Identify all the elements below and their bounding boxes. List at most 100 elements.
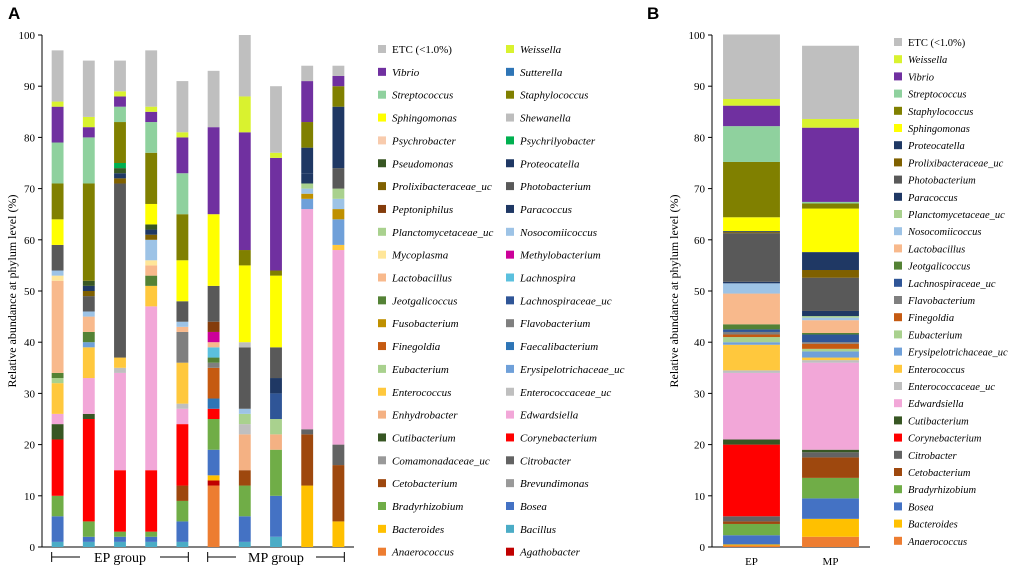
- chart-b-bar-segment: [723, 161, 780, 218]
- chart-a-legend-swatch: [506, 250, 514, 259]
- chart-a-legend-swatch: [506, 45, 514, 53]
- chart-a-bar-segment: [207, 398, 220, 409]
- chart-a-bar-segment: [51, 270, 64, 276]
- chart-a-bar-segment: [301, 147, 314, 174]
- chart-a-legend-swatch: [378, 250, 386, 259]
- chart-a-bar-segment: [238, 347, 251, 409]
- chart-a-bar-segment: [82, 342, 95, 348]
- chart-a-y-tick-label: 60: [24, 235, 36, 247]
- chart-b-y-tick-label: 40: [694, 337, 706, 349]
- chart-b-legend-label: Eubacterium: [907, 330, 963, 341]
- chart-b-legend-swatch: [894, 278, 902, 287]
- chart-b-bar-segment: [802, 357, 859, 361]
- chart-a-legend-label: Prolixibacteraceae_uc: [391, 181, 492, 193]
- chart-a-legend-label: Weissella: [520, 44, 562, 56]
- chart-b-y-tick-label: 70: [694, 184, 706, 196]
- chart-a-legend-swatch: [506, 273, 514, 282]
- chart-a-legend-swatch: [378, 296, 386, 305]
- chart-b-legend-swatch: [894, 72, 902, 81]
- chart-b-bar-segment: [802, 536, 859, 547]
- chart-b-legend-label: Citrobacter: [908, 451, 958, 462]
- chart-b-legend-swatch: [894, 536, 902, 545]
- chart-a-legend-label: Planctomycetaceae_uc: [391, 227, 494, 239]
- chart-a-legend-swatch: [378, 433, 386, 442]
- chart-a-bar-segment: [238, 250, 251, 266]
- chart-b-bar-segment: [802, 127, 859, 202]
- chart-a-bar-segment: [332, 250, 345, 445]
- chart-a-legend-label: Nosocomiicoccus: [519, 227, 597, 239]
- chart-a-bar-segment: [51, 244, 64, 271]
- chart-b-legend-label: Staphylococcus: [908, 107, 973, 118]
- chart-a-bar-segment: [238, 265, 251, 343]
- chart-a-bar-segment: [82, 311, 95, 317]
- chart-b-bar-segment: [802, 310, 859, 317]
- chart-a-legend-swatch: [506, 342, 514, 351]
- chart-a-bar-segment: [207, 449, 220, 476]
- chart-a-legend-label: Streptococcus: [392, 90, 453, 102]
- chart-b-legend-swatch: [894, 313, 902, 322]
- chart-b-legend-label: Erysipelotrichaceae_uc: [907, 348, 1008, 359]
- chart-b-legend-label: Cetobacterium: [908, 468, 971, 479]
- chart-b-legend-swatch: [894, 158, 902, 167]
- chart-b-bar-segment: [802, 317, 859, 321]
- chart-a-bar-segment: [114, 541, 126, 547]
- chart-a-legend-label: Faecalibacterium: [519, 341, 598, 353]
- chart-b-legend-swatch: [894, 450, 902, 459]
- chart-a-bar-segment: [332, 444, 345, 466]
- chart-a-y-tick-label: 70: [24, 184, 36, 196]
- chart-b-bar-segment: [802, 208, 859, 253]
- chart-b-legend-label: Enterococcaceae_uc: [907, 382, 995, 393]
- chart-a-bar-segment: [238, 132, 251, 251]
- chart-a-bar-segment: [114, 122, 126, 163]
- chart-a-legend-swatch: [378, 159, 386, 168]
- chart-a-bar-segment: [207, 331, 220, 343]
- chart-b-legend-label: Bacteroides: [908, 520, 958, 531]
- chart-a-bar-segment: [207, 285, 220, 322]
- chart-b-bar-segment: [802, 45, 859, 119]
- chart-b-legend-swatch: [894, 347, 902, 356]
- chart-a-legend-swatch: [506, 67, 514, 76]
- chart-b-bar-segment: [723, 521, 780, 524]
- chart-b-legend-label: ETC (<1.0%): [908, 38, 966, 49]
- chart-a-bar-segment: [238, 96, 251, 133]
- chart-b-legend-swatch: [894, 502, 902, 511]
- chart-a-bar-segment: [145, 531, 158, 537]
- chart-a-legend-swatch: [378, 319, 386, 328]
- chart-a-legend-swatch: [506, 479, 514, 488]
- chart-a-bar-segment: [270, 86, 282, 153]
- chart-a-legend-swatch: [378, 410, 386, 419]
- chart-a-bar-segment: [51, 142, 64, 184]
- chart-b-bar-segment: [723, 342, 780, 345]
- chart-a-bar-segment: [82, 291, 95, 297]
- chart-a-y-tick-label: 50: [24, 286, 36, 298]
- chart-a-legend-swatch: [506, 456, 514, 465]
- chart-a-bar-segment: [176, 132, 189, 138]
- chart-a-bar-segment: [270, 495, 282, 537]
- chart-a-bar-segment: [145, 224, 158, 230]
- chart-b-bar-segment: [802, 277, 859, 311]
- chart-b-bar-segment: [802, 477, 859, 499]
- chart-a-legend-label: Edwardsiella: [519, 410, 579, 422]
- chart-a-legend-swatch: [506, 113, 514, 122]
- chart-b-legend-label: Finegoldia: [907, 313, 954, 324]
- chart-b-bar-segment: [723, 126, 780, 162]
- chart-a-bar-segment: [270, 434, 282, 450]
- chart-a-bar-segment: [51, 541, 64, 547]
- chart-b-legend-label: Vibrio: [908, 72, 934, 83]
- chart-a-bar-segment: [176, 485, 189, 501]
- chart-a-legend-swatch: [506, 136, 514, 145]
- chart-a-legend-label: Sphingomonas: [392, 113, 457, 125]
- chart-a-bar-segment: [145, 234, 158, 240]
- chart-a-bar-segment: [270, 270, 282, 276]
- chart-a-bar-segment: [301, 65, 314, 82]
- chart-b-legend-swatch: [894, 124, 902, 132]
- chart-a-bar-segment: [82, 521, 95, 537]
- chart-a-bar-segment: [114, 357, 126, 368]
- chart-b-legend-label: Photobacterium: [907, 176, 976, 187]
- chart-a-legend-label: Vibrio: [392, 67, 420, 79]
- chart-a-bar-segment: [82, 316, 95, 332]
- chart-a-bar-segment: [332, 244, 345, 251]
- chart-b-bar-segment: [802, 203, 859, 209]
- chart-a-legend-label: Cetobacterium: [392, 478, 457, 490]
- chart-a-legend-swatch: [378, 364, 386, 373]
